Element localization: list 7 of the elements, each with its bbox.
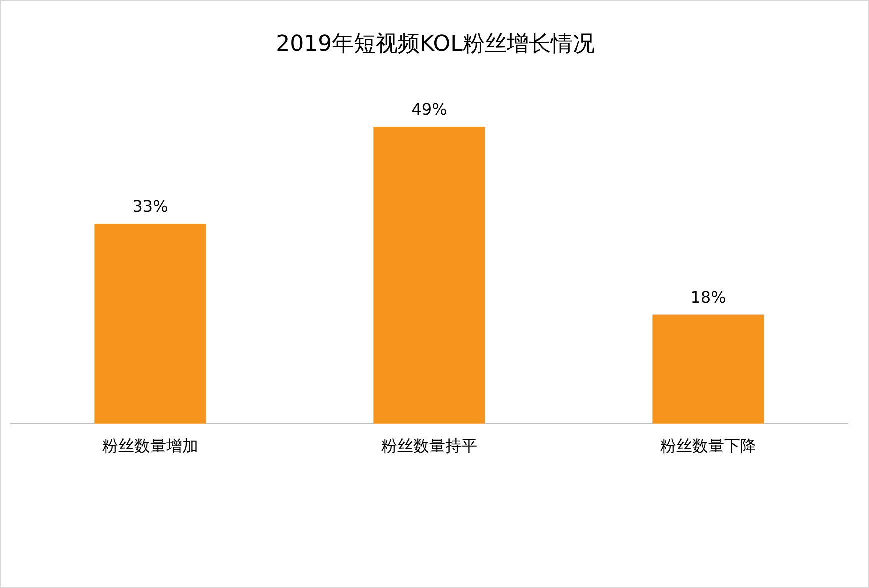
data-label: 18% <box>690 288 726 307</box>
x-tick-label: 粉丝数量增加 <box>102 436 198 456</box>
chart-title: 2019年短视频KOL粉丝增长情况 <box>275 31 596 59</box>
data-label: 33% <box>132 197 168 216</box>
data-label: 49% <box>412 100 448 120</box>
x-tick-label: 粉丝数量下降 <box>660 436 756 456</box>
x-tick-label: 粉丝数量持平 <box>382 436 478 456</box>
